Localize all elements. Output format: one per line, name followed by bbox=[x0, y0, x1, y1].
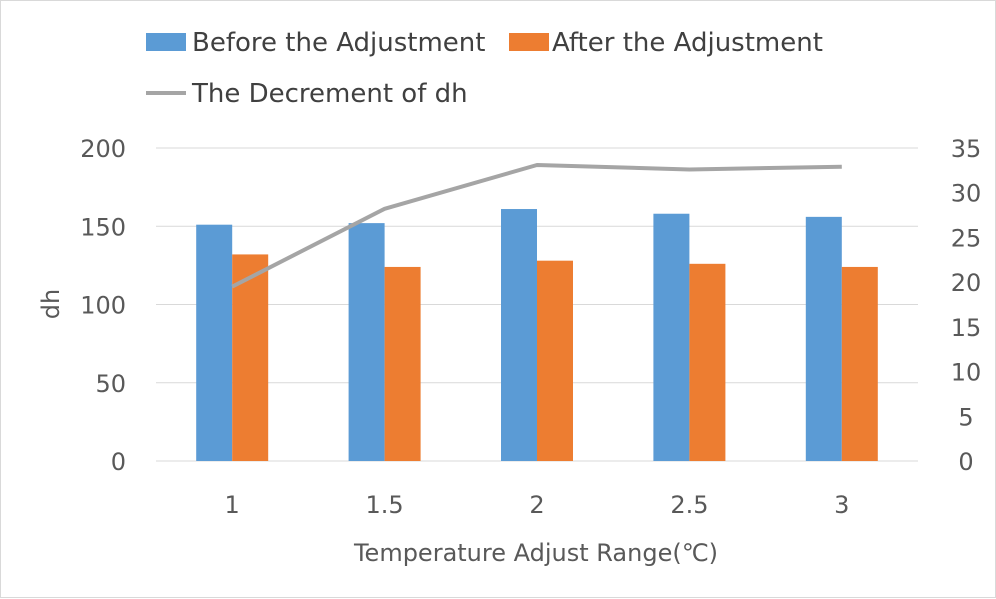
y2-tick-label: 0 bbox=[958, 448, 973, 476]
y-tick-label: 0 bbox=[111, 448, 126, 476]
x-tick-label: 2.5 bbox=[670, 491, 708, 519]
legend-label-after: After the Adjustment bbox=[552, 28, 823, 58]
y2-tick-label: 30 bbox=[951, 180, 982, 208]
y2-tick-label: 10 bbox=[951, 359, 982, 387]
y2-tick-label: 5 bbox=[958, 403, 973, 431]
bar-after bbox=[384, 266, 421, 461]
x-axis-title: Temperature Adjust Range(℃) bbox=[353, 539, 718, 567]
x-tick-label: 2 bbox=[529, 491, 544, 519]
right-axis-ticks: 0 5 10 15 20 25 30 35 bbox=[951, 135, 982, 476]
bar-series bbox=[196, 209, 878, 461]
legend-label-before: Before the Adjustment bbox=[192, 28, 485, 58]
y2-tick-label: 15 bbox=[951, 314, 982, 342]
y2-tick-label: 25 bbox=[951, 224, 982, 252]
legend-swatch-after bbox=[509, 33, 549, 51]
line-series bbox=[231, 162, 842, 289]
legend: Before the Adjustment After the Adjustme… bbox=[146, 28, 823, 109]
bar-after bbox=[689, 263, 726, 461]
bar-after bbox=[841, 266, 878, 461]
x-tick-label: 3 bbox=[834, 491, 849, 519]
y2-tick-label: 35 bbox=[951, 135, 982, 163]
y-tick-label: 200 bbox=[80, 135, 126, 163]
x-tick-label: 1.5 bbox=[366, 491, 404, 519]
y-axis-title: dh bbox=[37, 289, 65, 319]
decrement-line bbox=[231, 162, 842, 289]
bar-before bbox=[805, 216, 842, 461]
x-tick-label: 1 bbox=[225, 491, 240, 519]
x-axis-ticks: 1 1.5 2 2.5 3 bbox=[225, 491, 850, 519]
legend-swatch-before bbox=[146, 33, 186, 51]
bar-after bbox=[232, 254, 269, 461]
bar-before bbox=[501, 209, 537, 461]
bar-before bbox=[653, 213, 690, 461]
bar-before bbox=[196, 224, 233, 461]
left-axis-ticks: 0 50 100 150 200 bbox=[80, 135, 126, 476]
bar-before bbox=[348, 223, 385, 461]
bar-after bbox=[537, 260, 573, 461]
y-tick-label: 50 bbox=[95, 370, 126, 398]
y-tick-label: 150 bbox=[80, 213, 126, 241]
legend-label-decrement: The Decrement of dh bbox=[191, 79, 468, 109]
y-tick-label: 100 bbox=[80, 292, 126, 320]
y2-tick-label: 20 bbox=[951, 269, 982, 297]
